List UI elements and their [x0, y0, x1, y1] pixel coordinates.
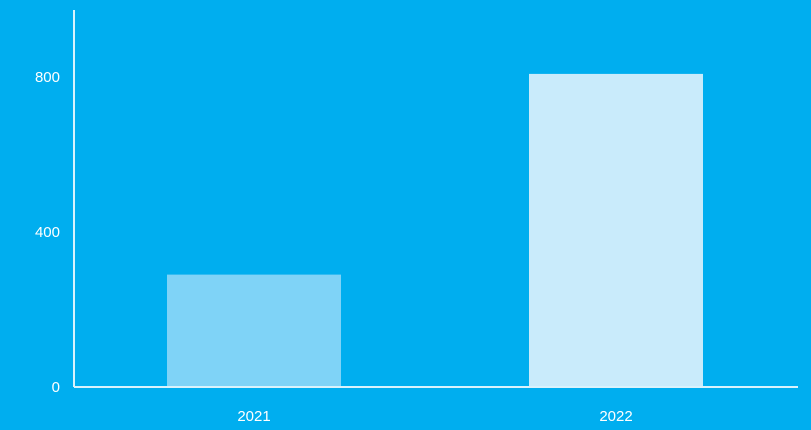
y-tick-labels: 0 400 800: [35, 69, 60, 396]
x-tick-label-2022: 2022: [599, 408, 632, 425]
x-tick-label-2021: 2021: [237, 408, 270, 425]
x-tick-labels: 2021 2022: [237, 408, 632, 425]
bars-layer: [167, 73, 703, 388]
y-tick-label-0: 0: [52, 379, 60, 396]
y-tick-label-800: 800: [35, 69, 60, 86]
bar-2021: [167, 274, 341, 387]
bar-2022: [529, 73, 703, 388]
y-tick-label-400: 400: [35, 224, 60, 241]
